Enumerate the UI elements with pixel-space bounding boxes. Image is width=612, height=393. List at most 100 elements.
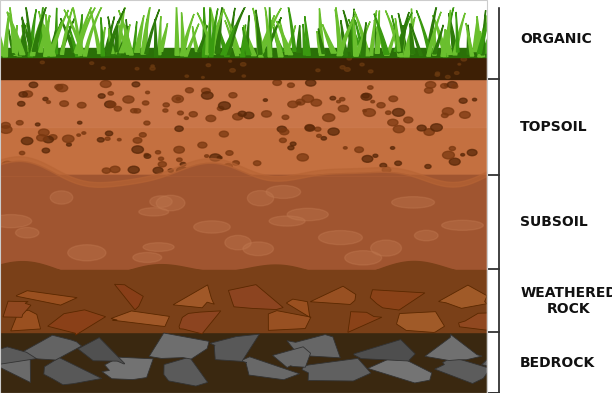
Circle shape — [253, 161, 261, 165]
Polygon shape — [318, 29, 326, 53]
Polygon shape — [9, 29, 15, 54]
Circle shape — [146, 91, 149, 94]
Polygon shape — [370, 11, 376, 55]
Polygon shape — [256, 10, 262, 54]
Circle shape — [261, 111, 272, 117]
Circle shape — [424, 129, 435, 135]
Circle shape — [455, 72, 459, 74]
Polygon shape — [351, 9, 356, 52]
Polygon shape — [117, 26, 128, 55]
Polygon shape — [180, 14, 194, 56]
Polygon shape — [400, 26, 406, 57]
Polygon shape — [398, 13, 408, 53]
Circle shape — [226, 151, 233, 155]
Circle shape — [185, 88, 193, 93]
Circle shape — [361, 93, 371, 100]
Circle shape — [395, 161, 401, 165]
Circle shape — [62, 135, 74, 143]
Polygon shape — [15, 23, 27, 54]
Circle shape — [17, 162, 21, 165]
Ellipse shape — [133, 253, 162, 263]
Ellipse shape — [269, 216, 305, 226]
Circle shape — [460, 112, 470, 118]
Polygon shape — [477, 6, 494, 53]
Circle shape — [390, 147, 395, 149]
Circle shape — [201, 77, 204, 78]
Polygon shape — [296, 25, 301, 52]
Polygon shape — [482, 351, 520, 370]
Polygon shape — [482, 21, 494, 53]
Circle shape — [42, 148, 50, 153]
Polygon shape — [370, 290, 425, 310]
Polygon shape — [228, 8, 235, 51]
Circle shape — [153, 167, 163, 174]
Circle shape — [17, 121, 23, 125]
Circle shape — [77, 134, 81, 136]
Circle shape — [108, 92, 113, 95]
Polygon shape — [215, 3, 223, 53]
Polygon shape — [417, 11, 431, 53]
Circle shape — [40, 61, 44, 64]
Polygon shape — [135, 15, 144, 52]
Polygon shape — [193, 26, 199, 51]
Polygon shape — [228, 285, 283, 310]
Polygon shape — [317, 31, 324, 55]
Polygon shape — [472, 19, 477, 51]
Ellipse shape — [225, 235, 251, 250]
Polygon shape — [69, 26, 79, 56]
Polygon shape — [253, 8, 264, 52]
Circle shape — [436, 72, 439, 75]
Circle shape — [337, 100, 340, 103]
Ellipse shape — [243, 242, 274, 255]
Circle shape — [159, 162, 166, 167]
Polygon shape — [39, 11, 51, 55]
Polygon shape — [335, 6, 342, 55]
Circle shape — [2, 161, 13, 168]
Polygon shape — [323, 24, 337, 53]
Circle shape — [201, 88, 211, 94]
Polygon shape — [467, 25, 471, 54]
Polygon shape — [477, 15, 487, 51]
Circle shape — [360, 63, 364, 66]
Polygon shape — [305, 16, 310, 55]
Circle shape — [130, 109, 137, 113]
Polygon shape — [175, 6, 179, 55]
Circle shape — [377, 103, 385, 108]
Polygon shape — [184, 24, 199, 56]
Polygon shape — [48, 22, 61, 56]
Circle shape — [431, 124, 442, 131]
Polygon shape — [343, 10, 356, 55]
Circle shape — [203, 168, 212, 173]
Circle shape — [461, 154, 465, 156]
Circle shape — [133, 138, 142, 143]
Polygon shape — [303, 24, 307, 55]
Circle shape — [128, 166, 140, 173]
Polygon shape — [164, 357, 207, 386]
Circle shape — [82, 132, 86, 134]
Circle shape — [215, 167, 221, 171]
Polygon shape — [22, 17, 27, 53]
Circle shape — [288, 101, 298, 108]
Polygon shape — [449, 13, 458, 52]
Circle shape — [105, 131, 113, 136]
Circle shape — [368, 86, 373, 89]
Polygon shape — [478, 22, 486, 57]
Polygon shape — [118, 24, 130, 54]
Circle shape — [382, 167, 391, 173]
Circle shape — [204, 155, 209, 157]
Ellipse shape — [392, 196, 435, 208]
Circle shape — [340, 97, 345, 101]
Polygon shape — [348, 19, 353, 51]
Circle shape — [1, 122, 10, 128]
Ellipse shape — [50, 191, 73, 204]
Circle shape — [442, 108, 453, 115]
Polygon shape — [54, 8, 58, 54]
Ellipse shape — [156, 195, 185, 211]
Polygon shape — [280, 19, 288, 52]
Polygon shape — [114, 284, 143, 310]
Polygon shape — [203, 7, 207, 57]
Polygon shape — [22, 18, 34, 54]
Polygon shape — [245, 15, 249, 53]
Circle shape — [132, 82, 140, 87]
Polygon shape — [26, 5, 32, 52]
